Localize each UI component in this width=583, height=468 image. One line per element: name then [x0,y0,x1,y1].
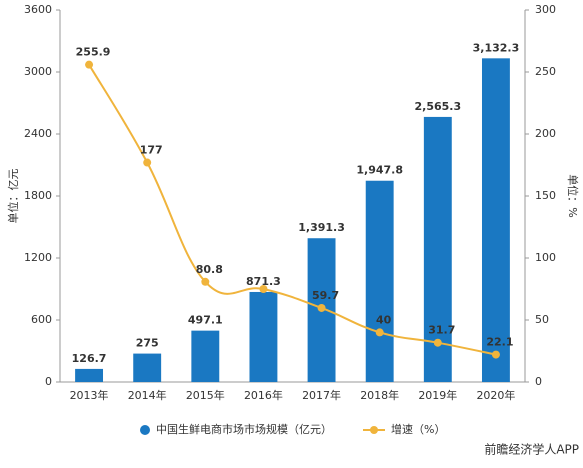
bar [365,180,394,382]
y-tick-label: 0 [45,375,52,388]
footer: 前瞻经济学人APP [484,442,579,457]
value-label: 275 [136,337,159,350]
value-label: 80.8 [196,263,223,276]
value-label: 871.3 [246,275,281,288]
value-label: 59.7 [312,289,339,302]
y2-tick-label: 150 [535,189,556,202]
y-tick-label: 3000 [24,65,52,78]
value-label: 177 [140,144,163,157]
x-tick-label: 2015年 [186,388,225,402]
bar [481,58,510,382]
y-axis-label: 单位：亿元 [6,169,20,224]
x-tick-label: 2014年 [128,388,167,402]
value-label: 255.9 [76,46,111,59]
value-label: 1,947.8 [356,164,403,177]
line-point [259,285,268,293]
y-tick-label: 1200 [24,251,52,264]
value-label: 22.1 [486,336,513,349]
value-label: 3,132.3 [473,41,520,54]
x-tick-label: 2020年 [476,388,515,402]
legend-label: 中国生鲜电商市场市场规模（亿元） [156,422,332,436]
legend-swatch [140,425,150,435]
y2-tick-label: 250 [535,65,556,78]
y-tick-label: 1800 [24,189,52,202]
value-label: 497.1 [188,314,223,327]
x-tick-label: 2013年 [70,388,109,402]
line-point [433,338,442,347]
legend-label: 增速（%） [391,422,445,436]
y2-tick-label: 100 [535,251,556,264]
legend-swatch [370,426,378,434]
x-tick-label: 2018年 [360,388,399,402]
line-point [317,303,326,312]
bar [133,353,162,382]
bar [75,368,104,382]
y-tick-label: 600 [31,313,52,326]
line-point [85,60,94,69]
y-tick-label: 3600 [24,3,52,16]
x-tick-label: 2017年 [302,388,341,402]
bar [423,116,452,382]
line-point [201,277,210,286]
value-label: 126.7 [72,352,107,365]
x-tick-label: 2016年 [244,388,283,402]
y-tick-label: 2400 [24,127,52,140]
y2-axis-label: 单位：% [566,174,580,217]
y2-tick-label: 0 [535,375,542,388]
line-point [491,350,500,359]
bar [191,330,220,382]
y2-tick-label: 300 [535,3,556,16]
bar [249,291,278,382]
value-label: 40 [376,313,392,326]
value-label: 2,565.3 [414,100,461,113]
line-point [143,158,152,167]
value-label: 31.7 [428,324,455,337]
x-tick-label: 2019年 [418,388,457,402]
line-point [375,328,384,337]
value-label: 1,391.3 [298,221,345,234]
y2-tick-label: 200 [535,127,556,140]
y2-tick-label: 50 [535,313,549,326]
